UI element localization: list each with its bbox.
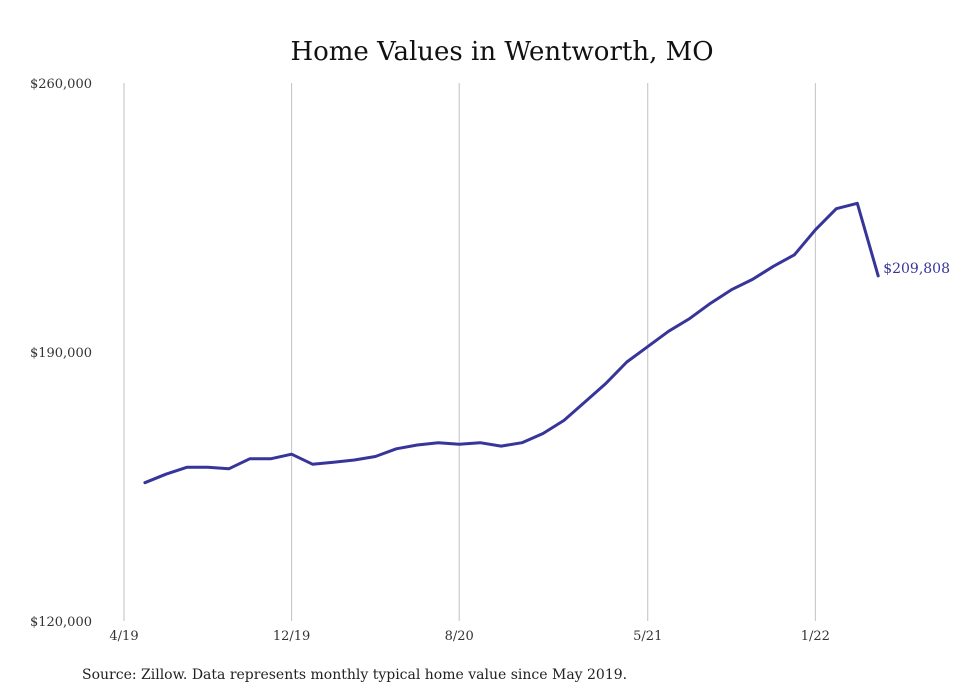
x-tick-label: 5/21	[633, 629, 662, 644]
x-tick-label: 8/20	[445, 629, 474, 644]
source-note: Source: Zillow. Data represents monthly …	[82, 667, 628, 683]
y-tick-label: $260,000	[30, 77, 92, 92]
y-axis-ticks: $120,000 $190,000 $260,000	[30, 77, 92, 630]
gridlines	[123, 83, 816, 621]
chart-title: Home Values in Wentworth, MO	[290, 37, 713, 67]
x-tick-label: 4/19	[109, 629, 138, 644]
series-line	[143, 201, 880, 485]
x-tick-label: 12/19	[273, 629, 310, 644]
y-tick-label: $120,000	[30, 615, 92, 630]
y-tick-label: $190,000	[30, 346, 92, 361]
x-axis-ticks: 4/19 12/19 8/20 5/21 1/22	[109, 629, 830, 644]
end-value-label: $209,808	[883, 261, 950, 277]
x-tick-label: 1/22	[801, 629, 830, 644]
